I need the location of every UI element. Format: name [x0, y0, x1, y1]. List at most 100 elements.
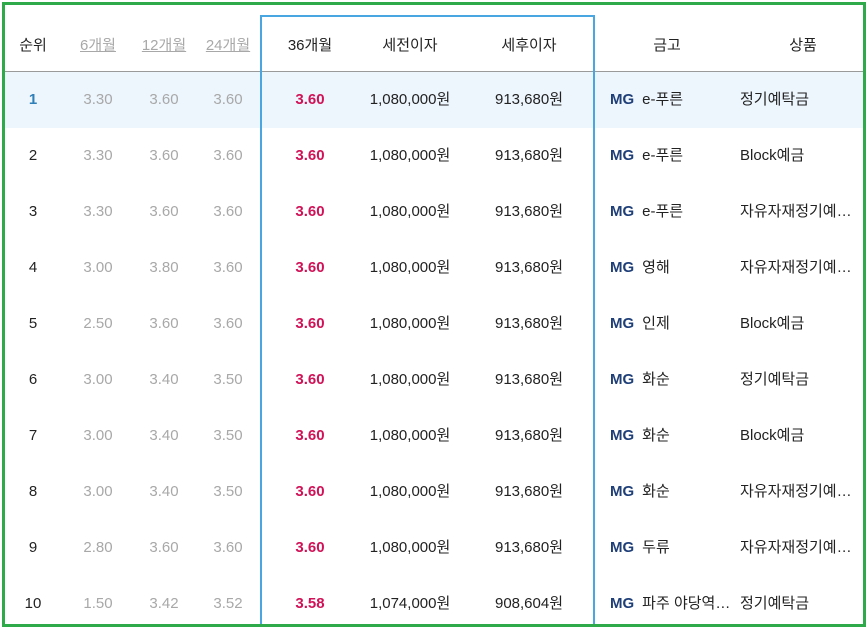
bank-name: e-푸른 — [642, 203, 684, 220]
rate-6m-cell: 3.30 — [83, 203, 113, 220]
rate-6m-cell: 3.30 — [83, 147, 113, 164]
bank-cell[interactable]: MG e-푸른 — [610, 128, 734, 184]
pretax-cell: 1,080,000원 — [369, 371, 451, 388]
rate-6m-cell: 3.00 — [83, 259, 113, 276]
aftertax-cell: 913,680원 — [494, 203, 564, 220]
header-36-months[interactable]: 36개월 — [287, 37, 333, 54]
product-cell[interactable]: 자유자재정기예… — [740, 203, 852, 220]
table-row[interactable]: 7 3.00 3.40 3.50 3.60 1,080,000원 913,680원 MG 화순 B… — [5, 408, 863, 464]
rate-24m-cell: 3.60 — [213, 91, 243, 108]
aftertax-cell: 913,680원 — [494, 315, 564, 332]
rate-6m-cell: 3.30 — [83, 91, 113, 108]
rate-12m-cell: 3.60 — [149, 91, 179, 108]
rate-24m-cell: 3.60 — [213, 315, 243, 332]
mg-logo-icon: MG — [610, 539, 635, 556]
aftertax-cell: 913,680원 — [494, 427, 564, 444]
product-cell[interactable]: 정기예탁금 — [740, 91, 810, 108]
header-rank: 순위 — [19, 37, 47, 54]
rank-cell: 7 — [28, 427, 38, 444]
table-row[interactable]: 9 2.80 3.60 3.60 3.60 1,080,000원 913,680원 MG 두류 자… — [5, 520, 863, 576]
rank-cell: 9 — [28, 539, 38, 556]
rate-24m-cell: 3.50 — [213, 427, 243, 444]
rate-6m-cell: 3.00 — [83, 427, 113, 444]
bank-name: 화순 — [642, 427, 670, 444]
rate-24m-cell: 3.60 — [213, 203, 243, 220]
aftertax-cell: 908,604원 — [494, 595, 564, 612]
table-row[interactable]: 6 3.00 3.40 3.50 3.60 1,080,000원 913,680원 MG 화순 정… — [5, 352, 863, 408]
table-row[interactable]: 2 3.30 3.60 3.60 3.60 1,080,000원 913,680원 MG e-푸… — [5, 128, 863, 184]
rate-12m-cell: 3.60 — [149, 203, 179, 220]
rate-36m-cell: 3.60 — [295, 315, 325, 332]
bank-cell[interactable]: MG 두류 — [610, 520, 734, 576]
rate-6m-cell: 3.00 — [83, 371, 113, 388]
product-cell[interactable]: Block예금 — [740, 315, 805, 332]
rate-36m-cell: 3.60 — [295, 371, 325, 388]
rate-6m-cell: 2.50 — [83, 315, 113, 332]
mg-logo-icon: MG — [610, 595, 635, 612]
header-aftertax-interest: 세후이자 — [501, 37, 557, 54]
table-row[interactable]: 10 1.50 3.42 3.52 3.58 1,074,000원 908,604원 MG 파주… — [5, 576, 863, 624]
product-cell[interactable]: 자유자재정기예… — [740, 483, 852, 500]
rate-6m-cell: 2.80 — [83, 539, 113, 556]
rank-cell: 4 — [28, 259, 38, 276]
header-bank: 금고 — [653, 37, 681, 54]
rank-cell: 5 — [28, 315, 38, 332]
rate-6m-cell: 3.00 — [83, 483, 113, 500]
bank-cell[interactable]: MG 파주 야당역… — [610, 576, 734, 624]
header-24-months[interactable]: 24개월 — [205, 37, 251, 54]
bank-cell[interactable]: MG 화순 — [610, 408, 734, 464]
rate-12m-cell: 3.60 — [149, 315, 179, 332]
rate-36m-cell: 3.60 — [295, 203, 325, 220]
product-cell[interactable]: 정기예탁금 — [740, 595, 810, 612]
bank-name: 두류 — [642, 539, 670, 556]
bank-cell[interactable]: MG 화순 — [610, 464, 734, 520]
aftertax-cell: 913,680원 — [494, 147, 564, 164]
rank-cell: 2 — [28, 147, 38, 164]
rank-cell: 3 — [28, 203, 38, 220]
pretax-cell: 1,074,000원 — [369, 595, 451, 612]
rate-36m-cell: 3.60 — [295, 147, 325, 164]
rate-12m-cell: 3.40 — [149, 427, 179, 444]
rate-36m-cell: 3.60 — [295, 539, 325, 556]
bank-cell[interactable]: MG e-푸른 — [610, 184, 734, 240]
rate-24m-cell: 3.50 — [213, 371, 243, 388]
pretax-cell: 1,080,000원 — [369, 147, 451, 164]
bank-name: 화순 — [642, 371, 670, 388]
pretax-cell: 1,080,000원 — [369, 427, 451, 444]
product-cell[interactable]: Block예금 — [740, 147, 805, 164]
rate-12m-cell: 3.80 — [149, 259, 179, 276]
table-row[interactable]: 8 3.00 3.40 3.50 3.60 1,080,000원 913,680원 MG 화순 자… — [5, 464, 863, 520]
table-row[interactable]: 1 3.30 3.60 3.60 3.60 1,080,000원 913,680원 MG e-푸… — [5, 72, 863, 128]
header-product: 상품 — [789, 37, 817, 54]
rank-cell: 8 — [28, 483, 38, 500]
table-row[interactable]: 5 2.50 3.60 3.60 3.60 1,080,000원 913,680원 MG 인제 B… — [5, 296, 863, 352]
pretax-cell: 1,080,000원 — [369, 203, 451, 220]
product-cell[interactable]: 자유자재정기예… — [740, 259, 852, 276]
product-cell[interactable]: Block예금 — [740, 427, 805, 444]
bank-cell[interactable]: MG 영해 — [610, 240, 734, 296]
rate-36m-cell: 3.60 — [295, 483, 325, 500]
header-12-months[interactable]: 12개월 — [141, 37, 187, 54]
mg-logo-icon: MG — [610, 91, 635, 108]
rate-12m-cell: 3.60 — [149, 539, 179, 556]
rate-6m-cell: 1.50 — [83, 595, 113, 612]
bank-cell[interactable]: MG 화순 — [610, 352, 734, 408]
rate-24m-cell: 3.60 — [213, 147, 243, 164]
rate-36m-cell: 3.60 — [295, 259, 325, 276]
product-cell[interactable]: 정기예탁금 — [740, 371, 810, 388]
rate-12m-cell: 3.40 — [149, 483, 179, 500]
table-row[interactable]: 3 3.30 3.60 3.60 3.60 1,080,000원 913,680원 MG e-푸… — [5, 184, 863, 240]
rate-36m-cell: 3.60 — [295, 427, 325, 444]
table-row[interactable]: 4 3.00 3.80 3.60 3.60 1,080,000원 913,680원 MG 영해 자… — [5, 240, 863, 296]
header-pretax-interest: 세전이자 — [382, 37, 438, 54]
header-6-months[interactable]: 6개월 — [80, 37, 116, 54]
bank-cell[interactable]: MG e-푸른 — [610, 72, 734, 128]
product-cell[interactable]: 자유자재정기예… — [740, 539, 852, 556]
pretax-cell: 1,080,000원 — [369, 315, 451, 332]
aftertax-cell: 913,680원 — [494, 91, 564, 108]
bank-cell[interactable]: MG 인제 — [610, 296, 734, 352]
rate-24m-cell: 3.60 — [213, 539, 243, 556]
pretax-cell: 1,080,000원 — [369, 483, 451, 500]
rate-36m-cell: 3.58 — [295, 595, 325, 612]
